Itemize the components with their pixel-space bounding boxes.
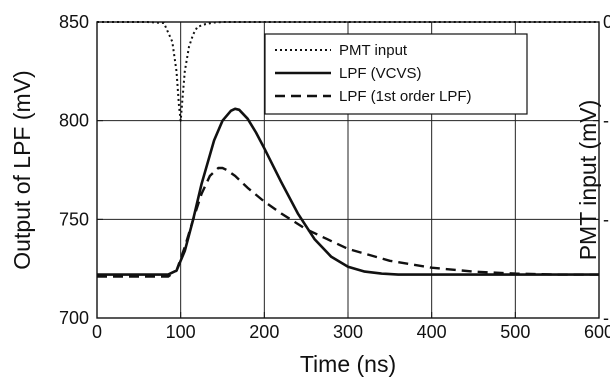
y-tick-label: 700 bbox=[59, 308, 89, 328]
x-tick-label: 300 bbox=[333, 322, 363, 342]
y-tick-label: 850 bbox=[59, 12, 89, 32]
y-axis-title: Output of LPF (mV) bbox=[9, 70, 35, 269]
y-tick-label: 800 bbox=[59, 111, 89, 131]
x-tick-label: 200 bbox=[249, 322, 279, 342]
legend: PMT input LPF (VCVS) LPF (1st order LPF) bbox=[264, 33, 528, 115]
x-axis-title: Time (ns) bbox=[300, 351, 396, 377]
y2-tick-label: 0 bbox=[603, 12, 610, 32]
legend-label: LPF (1st order LPF) bbox=[339, 88, 472, 105]
legend-label: PMT input bbox=[339, 42, 408, 59]
y-tick-label: 750 bbox=[59, 209, 89, 229]
x-tick-label: 600 bbox=[584, 322, 610, 342]
series-line-dotted bbox=[97, 21, 599, 122]
x-tick-label: 0 bbox=[92, 322, 102, 342]
series-line-solid bbox=[97, 107, 599, 276]
series-layer bbox=[97, 21, 599, 278]
y2-tick-label: - 40 bbox=[603, 209, 610, 229]
legend-box bbox=[264, 33, 528, 115]
y2-tick-label: - 60 bbox=[603, 308, 610, 328]
y2-axis-title: PMT input (mV) bbox=[575, 100, 601, 261]
series-line-dashed bbox=[97, 166, 599, 278]
x-tick-label: 400 bbox=[417, 322, 447, 342]
legend-label: LPF (VCVS) bbox=[339, 65, 422, 82]
y2-tick-label: - 20 bbox=[603, 111, 610, 131]
x-tick-label: 100 bbox=[166, 322, 196, 342]
x-tick-label: 500 bbox=[500, 322, 530, 342]
ticks: 0 100 200 300 400 500 600 700 750 800 850 0 - 20 - 40… bbox=[59, 12, 610, 342]
